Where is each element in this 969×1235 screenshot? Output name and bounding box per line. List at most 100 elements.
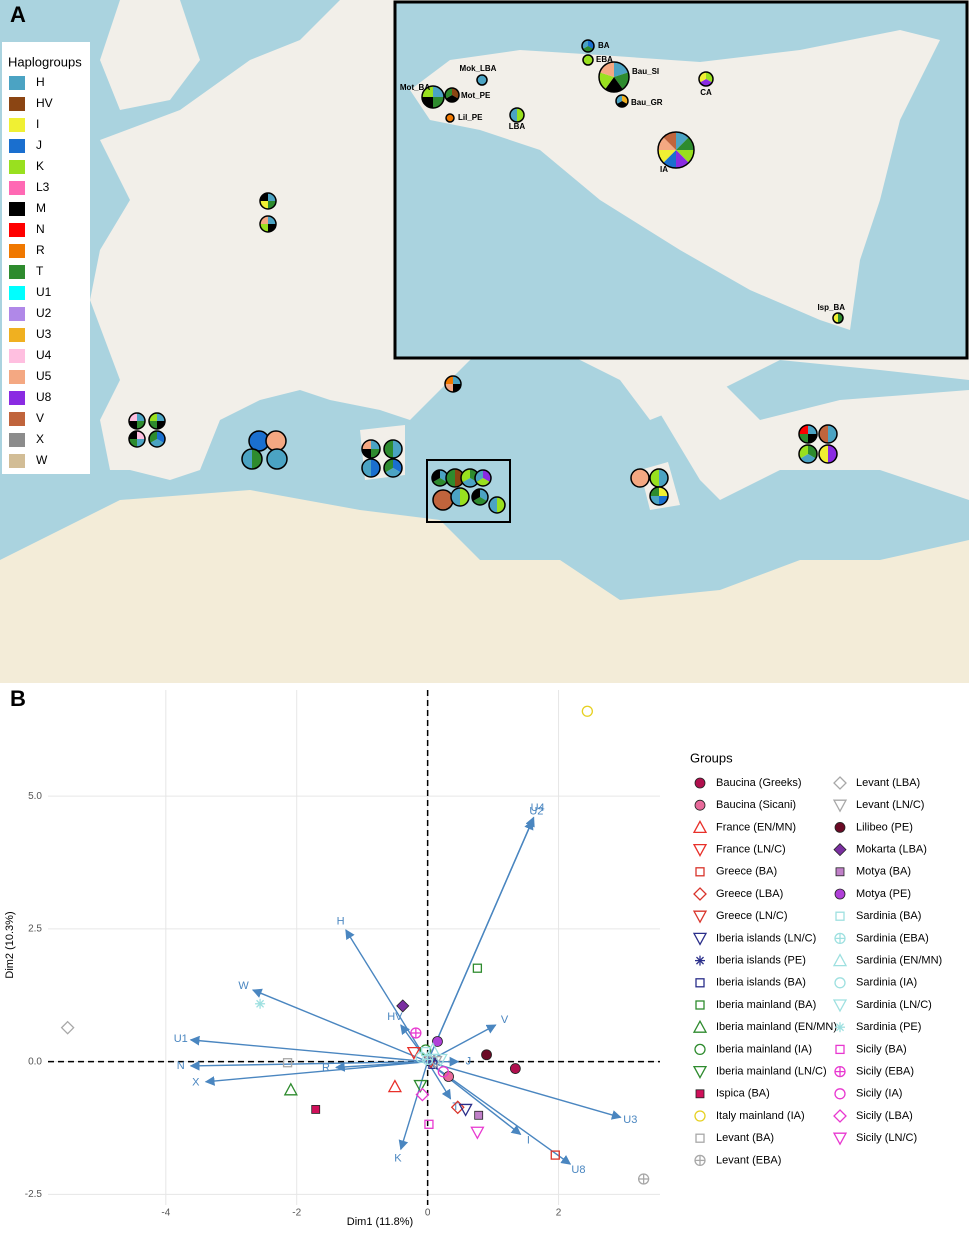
arrow-label: U4 (531, 802, 545, 814)
legend-swatch (9, 454, 25, 468)
pie-slice (385, 468, 401, 477)
pie-outline (471, 488, 489, 506)
pie (445, 113, 455, 123)
pie-slice (157, 413, 165, 421)
legend-label: Levant (EBA) (716, 1154, 781, 1166)
point-shape (695, 1133, 705, 1143)
pie (450, 487, 470, 507)
pie-slice (267, 449, 287, 469)
legend-marker (835, 1022, 845, 1033)
legend-label: Iberia islands (BA) (716, 977, 806, 989)
pie (259, 215, 277, 233)
pie (444, 375, 462, 393)
legend-swatch (9, 265, 25, 279)
legend-label: U4 (36, 348, 52, 362)
legend-swatch (9, 223, 25, 237)
point-shape (693, 887, 707, 901)
legend-marker (835, 867, 845, 877)
x-tick-label: -4 (161, 1208, 170, 1219)
loading-arrow (426, 819, 534, 1062)
pie-slice (362, 459, 371, 477)
point-shape (470, 1126, 485, 1140)
pie-slice (614, 72, 629, 90)
pie-slice (663, 132, 676, 150)
point-shape (406, 1046, 421, 1060)
pie (432, 489, 454, 511)
pie-slice (371, 459, 380, 477)
pie-slice (476, 478, 490, 486)
point-shape (832, 1132, 848, 1146)
site-label: IA (660, 165, 668, 174)
legend-label: W (36, 453, 48, 467)
pie-outline (148, 412, 166, 430)
point (396, 999, 410, 1013)
pie-slice (266, 431, 286, 451)
pie-slice (614, 62, 629, 77)
point-shape (387, 1079, 403, 1093)
legend-label: I (36, 117, 39, 131)
point (415, 1087, 430, 1102)
legend-label: France (EN/MN) (716, 821, 796, 833)
x-tick-label: 0 (425, 1208, 431, 1219)
pie-slice (828, 425, 837, 443)
pie-outline (259, 215, 277, 233)
legend-marker (833, 776, 847, 790)
map (0, 0, 969, 683)
legend-label: Sicily (BA) (856, 1043, 907, 1055)
point-shape (692, 820, 708, 834)
pie-outline (818, 444, 838, 464)
point-shape (694, 777, 706, 789)
legend-label: Sardinia (BA) (856, 910, 921, 922)
point (410, 1027, 422, 1039)
point-shape (694, 1110, 706, 1122)
pie-slice (252, 449, 262, 469)
pie-slice (808, 425, 817, 434)
pie-outline (698, 71, 714, 87)
legend-label: U2 (36, 306, 52, 320)
point-shape (550, 1150, 560, 1160)
pie (265, 430, 287, 452)
pie-slice (268, 224, 276, 232)
legend-marker (695, 1000, 705, 1010)
point-shape (692, 843, 708, 857)
pie (488, 496, 506, 514)
pie (832, 312, 844, 324)
point-shape (695, 1089, 705, 1099)
legend-marker (832, 799, 848, 813)
arrow-label: J (466, 1056, 472, 1068)
site-label: Isp_BA (817, 303, 845, 312)
point-shape (458, 1103, 473, 1117)
pie-outline (582, 54, 594, 66)
pie-slice (658, 150, 676, 163)
pie (128, 430, 146, 448)
pie-slice (445, 384, 453, 392)
pie-slice (445, 376, 453, 384)
pie-slice (446, 469, 455, 487)
legend-marker (832, 953, 848, 967)
legend-label: Baucina (Greeks) (716, 777, 802, 789)
pie-slice (460, 488, 469, 506)
point (550, 1150, 560, 1160)
legend-marker (692, 910, 708, 924)
pie-outline (259, 192, 277, 210)
arrow-label: U3 (623, 1114, 637, 1126)
loading-arrow (427, 1024, 497, 1063)
pie-outline (148, 430, 166, 448)
point-shape (695, 978, 705, 988)
site-label: Mok_LBA (460, 64, 497, 73)
arrow-label: HV (387, 1011, 403, 1023)
pie-outline (383, 439, 403, 459)
site-label: Mot_BA (400, 83, 430, 92)
legend-label: Sardinia (EBA) (856, 932, 929, 944)
pie (474, 469, 492, 487)
pie (361, 458, 381, 478)
pie-slice (362, 449, 371, 458)
land (0, 490, 969, 683)
loading-arrow (398, 1061, 429, 1151)
pie-outline (598, 61, 630, 93)
point-shape (834, 977, 846, 989)
point-shape (60, 1020, 75, 1035)
pie-outline (266, 448, 288, 470)
legend-label: M (36, 201, 46, 215)
pie-slice (650, 496, 659, 505)
